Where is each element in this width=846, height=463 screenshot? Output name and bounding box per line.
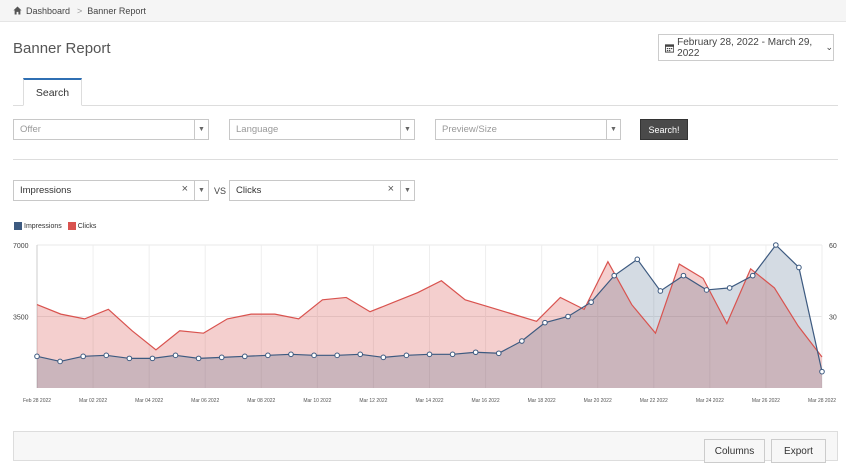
data-point-impressions	[218, 354, 225, 361]
y-left-tick-label: 7000	[13, 243, 29, 250]
data-point-impressions	[80, 353, 86, 360]
offer-select[interactable]: Offer ▼	[13, 119, 209, 140]
date-range-picker[interactable]: February 28, 2022 - March 29, 2022 ⌄	[658, 34, 834, 61]
language-select[interactable]: Language ▼	[229, 119, 415, 140]
data-point-impressions	[380, 354, 387, 361]
x-tick-label: Mar 04 2022	[135, 398, 163, 404]
export-button[interactable]: Export	[771, 439, 826, 463]
columns-button[interactable]: Columns	[704, 439, 765, 463]
data-point-impressions	[611, 272, 618, 279]
section-divider	[13, 159, 838, 160]
preview-size-select[interactable]: Preview/Size ▼	[435, 119, 621, 140]
x-tick-label: Feb 28 2022	[23, 398, 51, 404]
data-point-impressions	[588, 299, 594, 305]
data-point-impressions	[449, 351, 456, 358]
x-tick-label: Mar 22 2022	[640, 398, 668, 404]
data-point-impressions	[57, 358, 63, 365]
x-tick-label: Mar 10 2022	[303, 398, 331, 404]
breadcrumb: Dashboard > Banner Report	[0, 0, 846, 22]
data-point-impressions	[34, 353, 40, 360]
y-right-tick-label: 30	[829, 315, 837, 322]
data-point-impressions	[519, 338, 525, 344]
data-point-impressions	[472, 349, 479, 356]
data-point-impressions	[126, 355, 133, 362]
legend-label-clicks: Clicks	[77, 222, 97, 230]
data-point-impressions	[195, 355, 202, 362]
legend-item-impressions[interactable]: Impressions	[14, 222, 62, 230]
metric-right-select[interactable]: Clicks × ▼	[229, 180, 415, 201]
calendar-icon	[665, 43, 675, 53]
x-tick-label: Mar 12 2022	[359, 398, 387, 404]
data-point-impressions	[426, 351, 433, 358]
language-select-placeholder: Language	[236, 124, 279, 135]
metric-right-value: Clicks	[236, 185, 262, 196]
chart-legend: Impressions Clicks	[14, 222, 102, 230]
chevron-down-icon[interactable]: ▼	[194, 120, 208, 139]
data-point-impressions	[819, 368, 825, 375]
search-button[interactable]: Search!	[640, 119, 688, 140]
data-point-impressions	[495, 350, 502, 357]
chart: Feb 28 2022 Mar 02 2022 Mar 04 2022 Mar 06 …	[13, 242, 837, 404]
x-tick-label: Mar 16 2022	[472, 398, 500, 404]
series-line-clicks	[36, 260, 823, 358]
tabs-divider	[13, 105, 838, 106]
date-range-label: February 28, 2022 - March 29, 2022	[677, 36, 813, 59]
data-point-impressions	[149, 355, 156, 362]
x-tick-label: Mar 28 2022	[808, 398, 836, 404]
data-point-impressions	[542, 319, 548, 326]
offer-select-placeholder: Offer	[20, 124, 41, 135]
x-tick-label: Mar 08 2022	[247, 398, 275, 404]
chevron-down-icon[interactable]: ▼	[400, 181, 414, 200]
clear-icon[interactable]: ×	[181, 183, 188, 195]
chevron-down-icon[interactable]: ▼	[400, 120, 414, 139]
vs-label: VS	[214, 186, 227, 196]
x-tick-label: Mar 18 2022	[528, 398, 556, 404]
data-point-impressions	[726, 285, 733, 291]
legend-swatch-clicks	[67, 222, 76, 230]
data-point-impressions	[403, 352, 410, 359]
y-right-tick-label: 60	[829, 243, 837, 250]
chevron-down-icon[interactable]: ▼	[606, 120, 620, 139]
data-point-impressions	[334, 352, 340, 359]
x-tick-label: Mar 14 2022	[415, 398, 443, 404]
data-point-impressions	[773, 242, 779, 248]
data-point-impressions	[749, 272, 756, 279]
x-tick-label: Mar 20 2022	[584, 398, 612, 404]
breadcrumb-dashboard-link[interactable]: Dashboard	[26, 5, 71, 16]
metric-left-value: Impressions	[20, 185, 72, 196]
data-point-impressions	[172, 352, 179, 359]
metric-left-select[interactable]: Impressions × ▼	[13, 180, 209, 201]
data-point-impressions	[241, 353, 248, 360]
data-point-impressions	[634, 256, 641, 263]
x-tick-label: Mar 02 2022	[79, 398, 107, 404]
x-tick-label: Mar 24 2022	[696, 398, 724, 404]
legend-item-clicks[interactable]: Clicks	[67, 222, 97, 230]
preview-size-select-placeholder: Preview/Size	[442, 124, 497, 135]
data-point-impressions	[703, 287, 710, 293]
data-point-impressions	[796, 264, 802, 271]
clear-icon[interactable]: ×	[387, 183, 394, 195]
legend-label-impressions: Impressions	[24, 222, 62, 230]
data-point-impressions	[657, 288, 664, 294]
x-tick-label: Mar 06 2022	[191, 398, 219, 404]
chevron-down-icon[interactable]: ▼	[194, 181, 208, 200]
data-point-impressions	[288, 351, 294, 358]
data-point-impressions	[311, 352, 317, 359]
data-point-impressions	[565, 313, 571, 320]
series-area-impressions	[37, 245, 822, 388]
legend-swatch-impressions	[14, 222, 22, 230]
data-point-impressions	[103, 352, 110, 359]
breadcrumb-current: Banner Report	[87, 5, 146, 16]
data-point-impressions	[357, 351, 364, 358]
x-tick-label: Mar 26 2022	[752, 398, 780, 404]
breadcrumb-separator: >	[77, 5, 83, 16]
home-icon	[13, 6, 22, 15]
tab-search[interactable]: Search	[23, 78, 82, 106]
y-left-tick-label: 3500	[13, 315, 29, 322]
data-point-impressions	[265, 352, 271, 359]
data-point-impressions	[680, 272, 687, 279]
chevron-down-icon: ⌄	[825, 42, 833, 52]
page-title: Banner Report	[13, 40, 111, 57]
